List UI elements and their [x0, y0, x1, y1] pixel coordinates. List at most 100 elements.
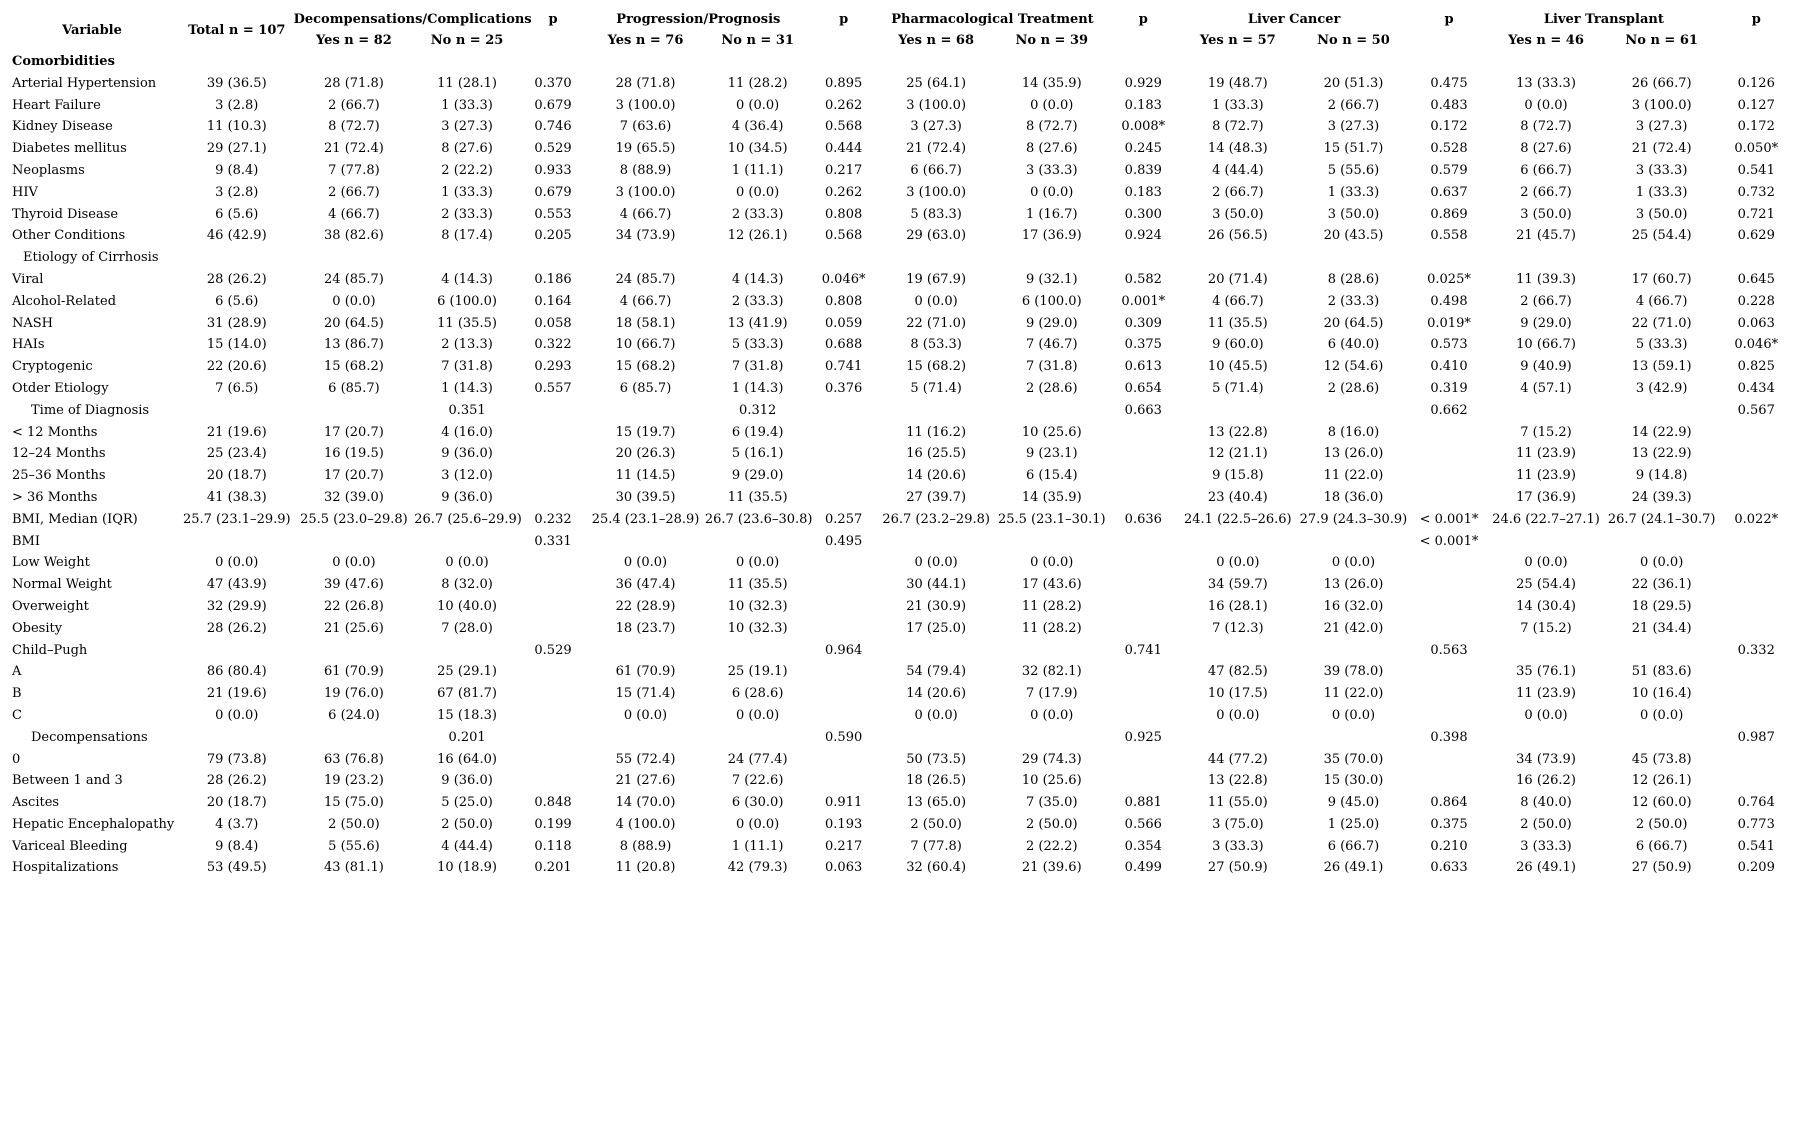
table-cell: 15 (14.0) [206, 337, 267, 353]
table-cell: 2 (13.3) [441, 337, 493, 353]
table-cell: 27 (39.7) [906, 489, 967, 505]
table-row: Neoplasms 9 (8.4) 7 (77.8) 2 (22.2) 0.933 8 (… [4, 160, 1793, 182]
table-cell: 0.046* [821, 271, 866, 287]
table-cell: 0.232 [534, 511, 572, 527]
table-cell: 0 (0.0) [1216, 707, 1260, 723]
table-cell: 1 (14.3) [441, 380, 493, 396]
table-cell: 21 (19.6) [206, 686, 267, 702]
table-cell: 15 (68.2) [906, 359, 967, 375]
table-row: Comorbidities [4, 51, 1793, 73]
table-cell: 0.839 [1124, 162, 1162, 178]
table-cell: 20 (71.4) [1207, 271, 1268, 287]
table-cell: 1 (16.7) [1026, 206, 1078, 222]
table-cell [1719, 770, 1793, 792]
table-cell: 0.332 [1737, 642, 1775, 658]
table-cell: 0 (0.0) [1331, 555, 1376, 571]
table-cell [810, 400, 876, 422]
table-cell: 2 (50.0) [1520, 816, 1572, 832]
table-cell [1488, 640, 1604, 662]
table-cell: 4 (44.4) [441, 838, 493, 854]
table-cell [1410, 661, 1488, 683]
table-cell [1488, 247, 1604, 269]
row-label: > 36 Months [12, 489, 98, 505]
column-header-p-progression: p [839, 12, 849, 27]
table-cell: 14 (20.6) [906, 468, 967, 484]
table-cell: 0 (0.0) [215, 707, 259, 723]
table-cell: 86 (80.4) [206, 664, 267, 680]
table-cell: 0.636 [1124, 511, 1162, 527]
table-cell: 7 (17.9) [1026, 686, 1078, 702]
table-cell: 27.9 (24.3–30.9) [1299, 511, 1408, 527]
table-cell [1719, 51, 1793, 73]
table-cell: 8 (72.7) [328, 119, 380, 135]
table-row: Otder Etiology 7 (6.5) 6 (85.7) 1 (14.3) 0.5… [4, 378, 1793, 400]
table-cell: 6 (15.4) [1026, 468, 1078, 484]
table-cell [995, 531, 1108, 553]
table-cell: 0.529 [534, 141, 572, 157]
table-cell [1488, 400, 1604, 422]
table-body: Comorbidities Arterial Hypertension 39 (36… [4, 51, 1793, 879]
table-cell: 2 (66.7) [328, 184, 380, 200]
table-cell: 21 (39.6) [1021, 860, 1082, 876]
table-row: 12–24 Months 25 (23.4) 16 (19.5) 9 (36.0) 20… [4, 443, 1793, 465]
table-cell: 28 (26.2) [206, 773, 267, 789]
table-cell: 0.201 [534, 860, 572, 876]
table-cell [1108, 465, 1178, 487]
table-cell [1108, 422, 1178, 444]
table-cell: 0 (0.0) [1030, 555, 1074, 571]
table-cell: 6 (66.7) [910, 162, 962, 178]
table-cell [1719, 443, 1793, 465]
table-cell: 0.410 [1430, 359, 1468, 375]
table-cell: 17 (36.9) [1516, 489, 1576, 505]
row-label: Ascites [12, 795, 60, 811]
table-cell: 39 (47.6) [324, 577, 384, 593]
table-cell [1410, 683, 1488, 705]
table-cell: 0.001* [1121, 293, 1166, 309]
table-cell: 20 (51.3) [1323, 75, 1384, 91]
table-row: Cryptogenic 22 (20.6) 15 (68.2) 7 (31.8) 0.2… [4, 356, 1793, 378]
table-row: 0 79 (73.8) 63 (76.8) 16 (64.0) 55 (72.4) 24 … [4, 749, 1793, 771]
table-cell: 8 (27.6) [441, 141, 493, 157]
table-cell: 9 (23.1) [1026, 446, 1078, 462]
table-cell: 0 (0.0) [332, 293, 376, 309]
table-cell: 0.300 [1124, 206, 1162, 222]
table-cell [1410, 443, 1488, 465]
table-cell: 4 (100.0) [615, 816, 676, 832]
table-cell: 0.528 [1430, 141, 1468, 157]
table-cell [180, 531, 294, 553]
table-row: Overweight 32 (29.9) 22 (26.8) 10 (40.0) 22 … [4, 596, 1793, 618]
table-row: C 0 (0.0) 6 (24.0) 15 (18.3) 0 (0.0) 0 (0.0) 0… [4, 705, 1793, 727]
table-cell: 14 (35.9) [1021, 75, 1082, 91]
row-label: Normal Weight [12, 577, 112, 593]
table-cell: 8 (72.7) [1026, 119, 1078, 135]
table-cell [414, 640, 520, 662]
table-cell [1719, 487, 1793, 509]
table-cell: 30 (39.5) [615, 489, 676, 505]
table-cell: 0 (0.0) [1524, 707, 1568, 723]
table-cell: 0.663 [1124, 402, 1162, 418]
table-cell: 6 (66.7) [1327, 838, 1380, 854]
table-cell: 8 (72.7) [1212, 119, 1264, 135]
table-cell: 14 (30.4) [1516, 598, 1576, 614]
table-row: Thyroid Disease 6 (5.6) 4 (66.7) 2 (33.3) 0.… [4, 204, 1793, 226]
table-cell: 0 (0.0) [914, 293, 958, 309]
table-cell: 0.557 [534, 380, 572, 396]
table-cell: 10 (17.5) [1207, 686, 1268, 702]
table-cell: 0.228 [1737, 293, 1775, 309]
table-cell [1108, 596, 1178, 618]
table-cell [1108, 618, 1178, 640]
table-cell: 24 (39.3) [1631, 489, 1692, 505]
table-cell: 0 (0.0) [736, 816, 780, 832]
row-label: Diabetes mellitus [12, 141, 127, 157]
table-cell: 0.553 [534, 206, 572, 222]
table-cell: 8 (53.3) [910, 337, 962, 353]
table-cell [520, 487, 586, 509]
table-cell [1719, 531, 1793, 553]
table-cell [1297, 531, 1410, 553]
table-cell: 6 (5.6) [215, 293, 259, 309]
table-cell: 22 (20.6) [206, 359, 267, 375]
table-cell [1178, 640, 1297, 662]
table-cell: 0.022* [1734, 511, 1779, 527]
table-cell: 11 (35.5) [437, 315, 497, 331]
table-cell: 25 (19.1) [727, 664, 788, 680]
